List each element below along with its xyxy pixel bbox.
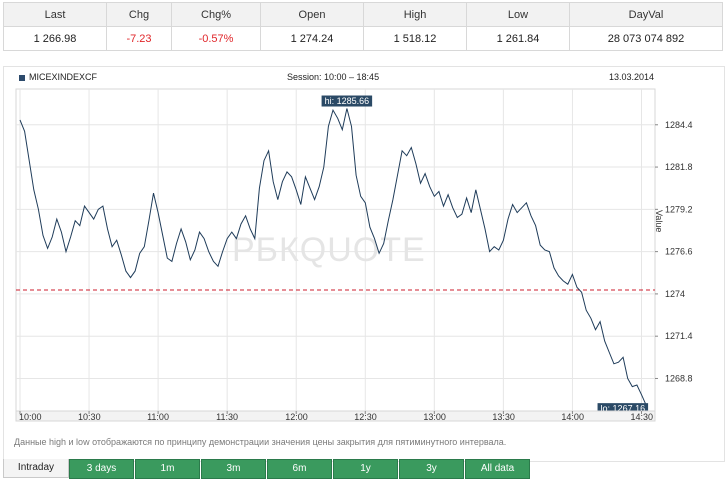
tab-intraday[interactable]: Intraday	[3, 459, 69, 478]
y-tick-label: 1276.6	[665, 247, 693, 257]
tab-1m[interactable]: 1m	[135, 459, 200, 479]
low-label: lo: 1267.16	[597, 403, 649, 415]
period-tabs: Intraday 3 days 1m 3m 6m 1y 3y All data	[3, 459, 723, 479]
high-label: hi: 1285.66	[321, 95, 373, 107]
header-chg-percent: Chg%	[171, 2, 261, 27]
x-tick-label: 11:00	[147, 412, 169, 422]
value-chg: -7.23	[106, 26, 172, 51]
data-note: Данные high и low отображаются по принци…	[14, 437, 507, 447]
y-tick-label: 1284.4	[665, 120, 693, 130]
header-low: Low	[466, 2, 570, 27]
header-high: High	[363, 2, 467, 27]
tab-6m[interactable]: 6m	[267, 459, 332, 479]
header-dayval: DayVal	[569, 2, 723, 27]
value-dayval: 28 073 074 892	[569, 26, 723, 51]
y-axis-ticks: 1268.8 1271.4 1274 1276.6 1279.2 1281.8 1284.4	[655, 120, 693, 383]
x-tick-label: 12:00	[285, 412, 308, 422]
chart-session: Session: 10:00 – 18:45	[287, 72, 380, 82]
x-tick-label: 10:30	[78, 412, 101, 422]
watermark-logo: РБКQUOTE	[232, 231, 426, 269]
intraday-line-chart[interactable]: РБКQUOTE hi: 1285.66 lo: 1267.16 1268.81…	[4, 67, 722, 423]
high-label-text: hi: 1285.66	[325, 96, 370, 106]
x-tick-label: 10:00	[19, 412, 42, 422]
summary-value-row: 1 266.98 -7.23 -0.57% 1 274.24 1 518.12 …	[3, 26, 723, 51]
y-tick-label: 1281.8	[665, 162, 693, 172]
series-line	[19, 108, 647, 406]
tab-all-data[interactable]: All data	[465, 459, 530, 479]
x-tick-label: 14:30	[630, 412, 653, 422]
y-tick-label: 1268.8	[665, 373, 693, 383]
value-chg-percent: -0.57%	[171, 26, 261, 51]
x-tick-label: 11:30	[216, 412, 238, 422]
y-tick-label: 1274	[665, 289, 685, 299]
header-last: Last	[3, 2, 107, 27]
tab-1y[interactable]: 1y	[333, 459, 398, 479]
chart-ticker: MICEXINDEXCF	[29, 72, 98, 82]
quote-summary-table: Last Chg Chg% Open High Low DayVal 1 266…	[3, 2, 723, 51]
tab-3-days[interactable]: 3 days	[69, 459, 134, 479]
header-chg: Chg	[106, 2, 172, 27]
header-open: Open	[260, 2, 364, 27]
x-tick-label: 14:00	[561, 412, 584, 422]
y-axis-label: Value	[654, 210, 664, 232]
value-high: 1 518.12	[363, 26, 467, 51]
chart-date: 13.03.2014	[609, 72, 655, 82]
chart-panel: MICEXINDEXCF Session: 10:00 – 18:45 13.0…	[3, 66, 725, 462]
value-open: 1 274.24	[260, 26, 364, 51]
y-tick-label: 1279.2	[665, 204, 693, 214]
y-tick-label: 1271.4	[665, 331, 693, 341]
summary-header-row: Last Chg Chg% Open High Low DayVal	[3, 2, 723, 27]
value-last: 1 266.98	[3, 26, 107, 51]
ticker-marker-icon	[19, 75, 25, 81]
low-label-text: lo: 1267.16	[601, 404, 646, 414]
chart-grid	[15, 88, 656, 412]
tab-3y[interactable]: 3y	[399, 459, 464, 479]
x-tick-label: 13:00	[423, 412, 446, 422]
x-tick-label: 12:30	[354, 412, 377, 422]
x-axis-ticks: 10:00 10:30 11:00 11:30 12:00 12:30 13:00 13:30…	[15, 410, 656, 422]
x-tick-label: 13:30	[492, 412, 515, 422]
x-axis-bar	[15, 410, 656, 422]
value-low: 1 261.84	[466, 26, 570, 51]
tab-3m[interactable]: 3m	[201, 459, 266, 479]
